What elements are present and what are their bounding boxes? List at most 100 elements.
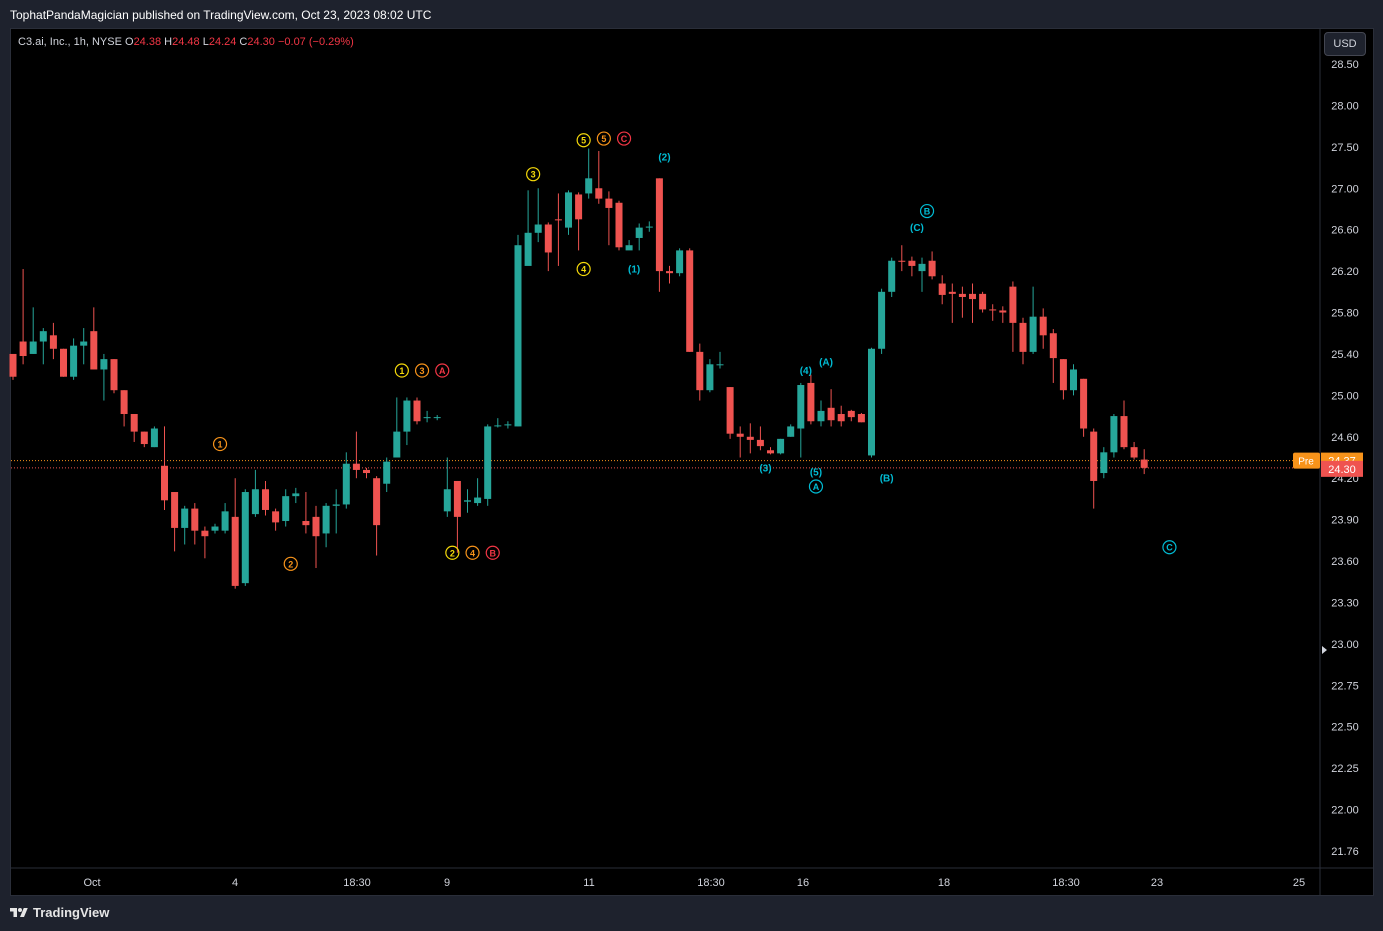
candle-body [514,245,522,427]
price-tick-label: 23.30 [1331,597,1359,609]
wave-label: (2) [658,152,670,163]
candle-body [352,463,360,470]
time-tick-label: 18:30 [697,877,725,889]
price-tick-label: 27.50 [1331,142,1359,154]
candle [797,382,805,458]
candle-body [1100,452,1108,474]
candle-body [19,341,27,357]
wave-label: (5) [810,467,822,478]
candle-body [504,424,512,426]
candle-body [363,469,370,474]
candle-body [373,478,381,526]
candle-body [80,341,88,346]
candle-body [181,508,189,528]
candle [554,193,562,266]
candle [716,351,724,369]
candle-body [241,492,249,584]
candle-body [494,425,502,427]
candle [332,489,340,534]
candle [1140,449,1148,475]
wave-label: 1 [212,436,228,452]
wave-text: 2 [450,548,455,558]
candle [423,410,431,423]
candle-body [534,224,542,233]
candle [868,347,875,458]
price-tick-label: 28.00 [1331,100,1359,112]
candle-body [1080,378,1088,429]
price-axis[interactable]: 28.50 28.00 27.50 27.00 26.60 26.20 25.80 25.40… [1293,28,1363,895]
wave-text: (1) [628,265,640,276]
candle [1029,286,1037,354]
candle [393,397,401,458]
last-price-box [1321,460,1363,477]
candle-body [898,260,906,262]
candle [413,397,421,425]
wave-circle [576,261,591,277]
candle-body [403,400,411,432]
candle [948,283,956,323]
candle [605,191,613,246]
candle [9,353,17,380]
candle [514,234,522,427]
candle-body [1009,286,1017,323]
candle [171,492,179,552]
wave-text: 5 [601,134,606,144]
currency-button[interactable]: USD [1324,32,1366,56]
candle-body [625,245,633,251]
candle-body [120,390,128,415]
change-value: −0.07 (−0.29%) [277,36,354,48]
wave-text: (2) [658,152,670,163]
price-tick-label: 22.75 [1331,680,1359,692]
candle [1100,447,1108,479]
time-tick-label: 18:30 [1052,877,1080,889]
price-tick-label: 28.50 [1331,59,1359,71]
candle-body [797,385,805,429]
candle-body [474,497,482,504]
candle [49,322,57,360]
price-tick-label: 22.00 [1331,805,1359,817]
candle [878,288,886,354]
candle [60,348,67,377]
candle-body [868,348,875,456]
candle-body [948,291,956,294]
candle-body [211,526,219,531]
candle-body [605,198,613,208]
candle [484,424,492,506]
wave-text: A [439,366,446,376]
candle-body [787,426,795,437]
candle [433,415,441,421]
candle [1110,414,1118,458]
open-label: O [125,36,134,48]
candle [666,265,673,284]
footer-bar: TradingView [0,896,1383,931]
candle [1090,428,1098,509]
candle [686,248,694,352]
candle-body [686,250,694,352]
candle-body [767,450,774,454]
wave-text: (4) [800,366,812,377]
candle [706,359,714,393]
candle [969,283,976,323]
wave-label: A [435,363,450,378]
wave-circle [596,131,611,146]
candle-body [565,192,572,228]
wave-label: 3 [414,363,430,378]
price-lines [11,460,1320,469]
candle [150,426,158,448]
candle [29,307,37,354]
wave-text: (5) [810,467,822,478]
candle-body [130,414,138,432]
candle [938,275,946,305]
time-axis[interactable]: Oct 4 18:30 9 11 18:30 16 18 18:30 23 25 [11,867,1374,889]
time-tick-label: Oct [83,877,100,889]
candle [241,489,249,586]
candle [726,387,734,439]
candle-body [595,188,603,199]
open-value: 24.38 [133,36,162,48]
wave-circle [435,363,450,378]
high-label: H [164,36,173,48]
tradingview-brand[interactable]: TradingView [10,905,109,920]
candle-body [746,436,754,440]
wave-text: (A) [819,358,833,369]
